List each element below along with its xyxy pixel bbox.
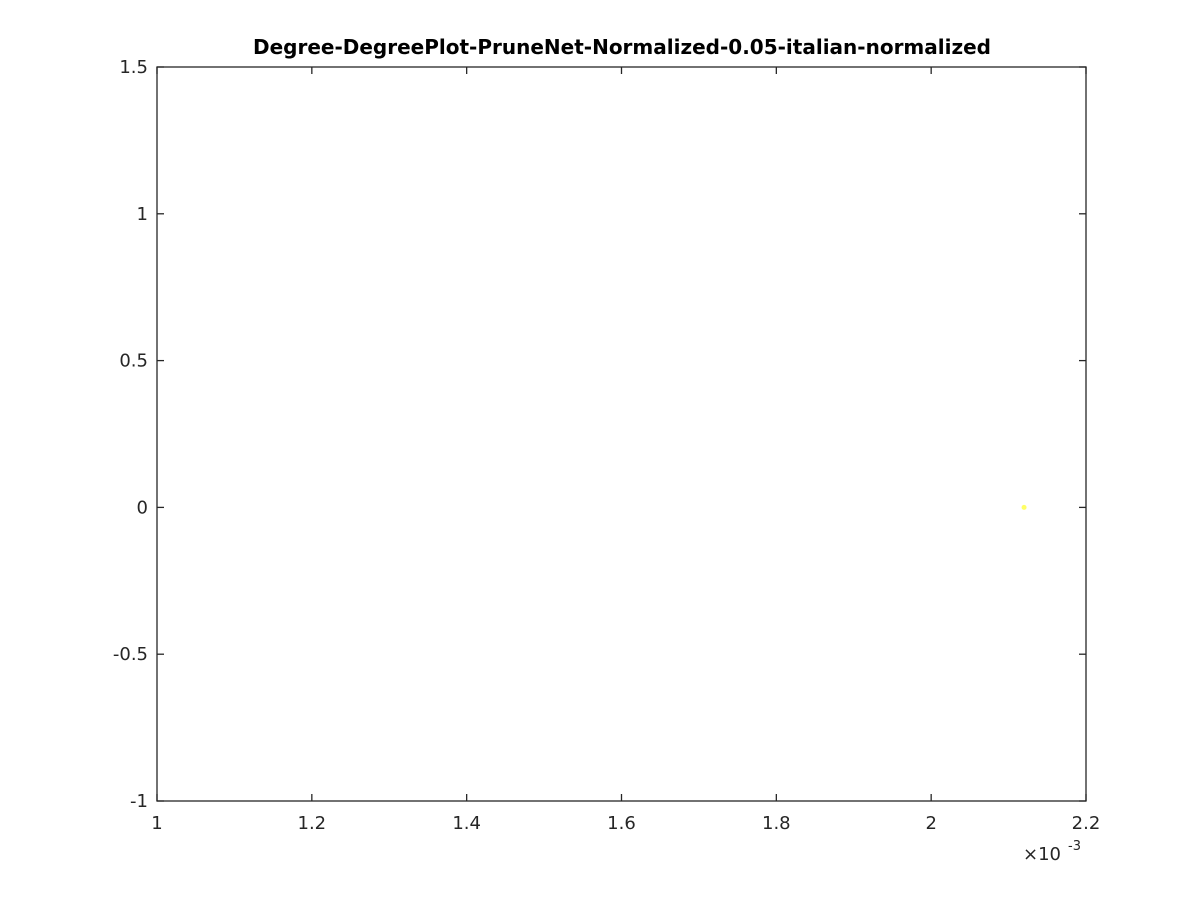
y-tick-label: 1.5 xyxy=(119,57,148,78)
x-tick-label: 2 xyxy=(925,813,936,834)
x-tick-label: 2.2 xyxy=(1072,813,1101,834)
y-tick-label: -0.5 xyxy=(113,644,148,665)
y-tick-label: -1 xyxy=(130,791,148,812)
x-tick-label: 1.4 xyxy=(452,813,481,834)
y-tick-label: 0.5 xyxy=(119,351,148,372)
plot-area xyxy=(157,67,1086,801)
x-tick-label: 1 xyxy=(151,813,162,834)
x-exponent-power: -3 xyxy=(1068,839,1081,854)
x-tick-label: 1.8 xyxy=(762,813,791,834)
y-tick-label: 0 xyxy=(137,497,148,518)
chart-title: Degree-DegreePlot-PruneNet-Normalized-0.… xyxy=(253,35,991,59)
y-tick-label: 1 xyxy=(137,204,148,225)
x-tick-label: 1.6 xyxy=(607,813,636,834)
axes: 1 1.2 1.4 1.6 1.8 2 2.2 -1 -0.5 0 0.5 1 1.5 xyxy=(113,57,1100,834)
x-tick-label: 1.2 xyxy=(298,813,327,834)
x-exponent-times: ×10 xyxy=(1023,844,1061,865)
data-points xyxy=(1021,504,1027,510)
x-exponent-label: ×10 -3 xyxy=(1023,839,1081,865)
data-point xyxy=(1021,504,1027,510)
